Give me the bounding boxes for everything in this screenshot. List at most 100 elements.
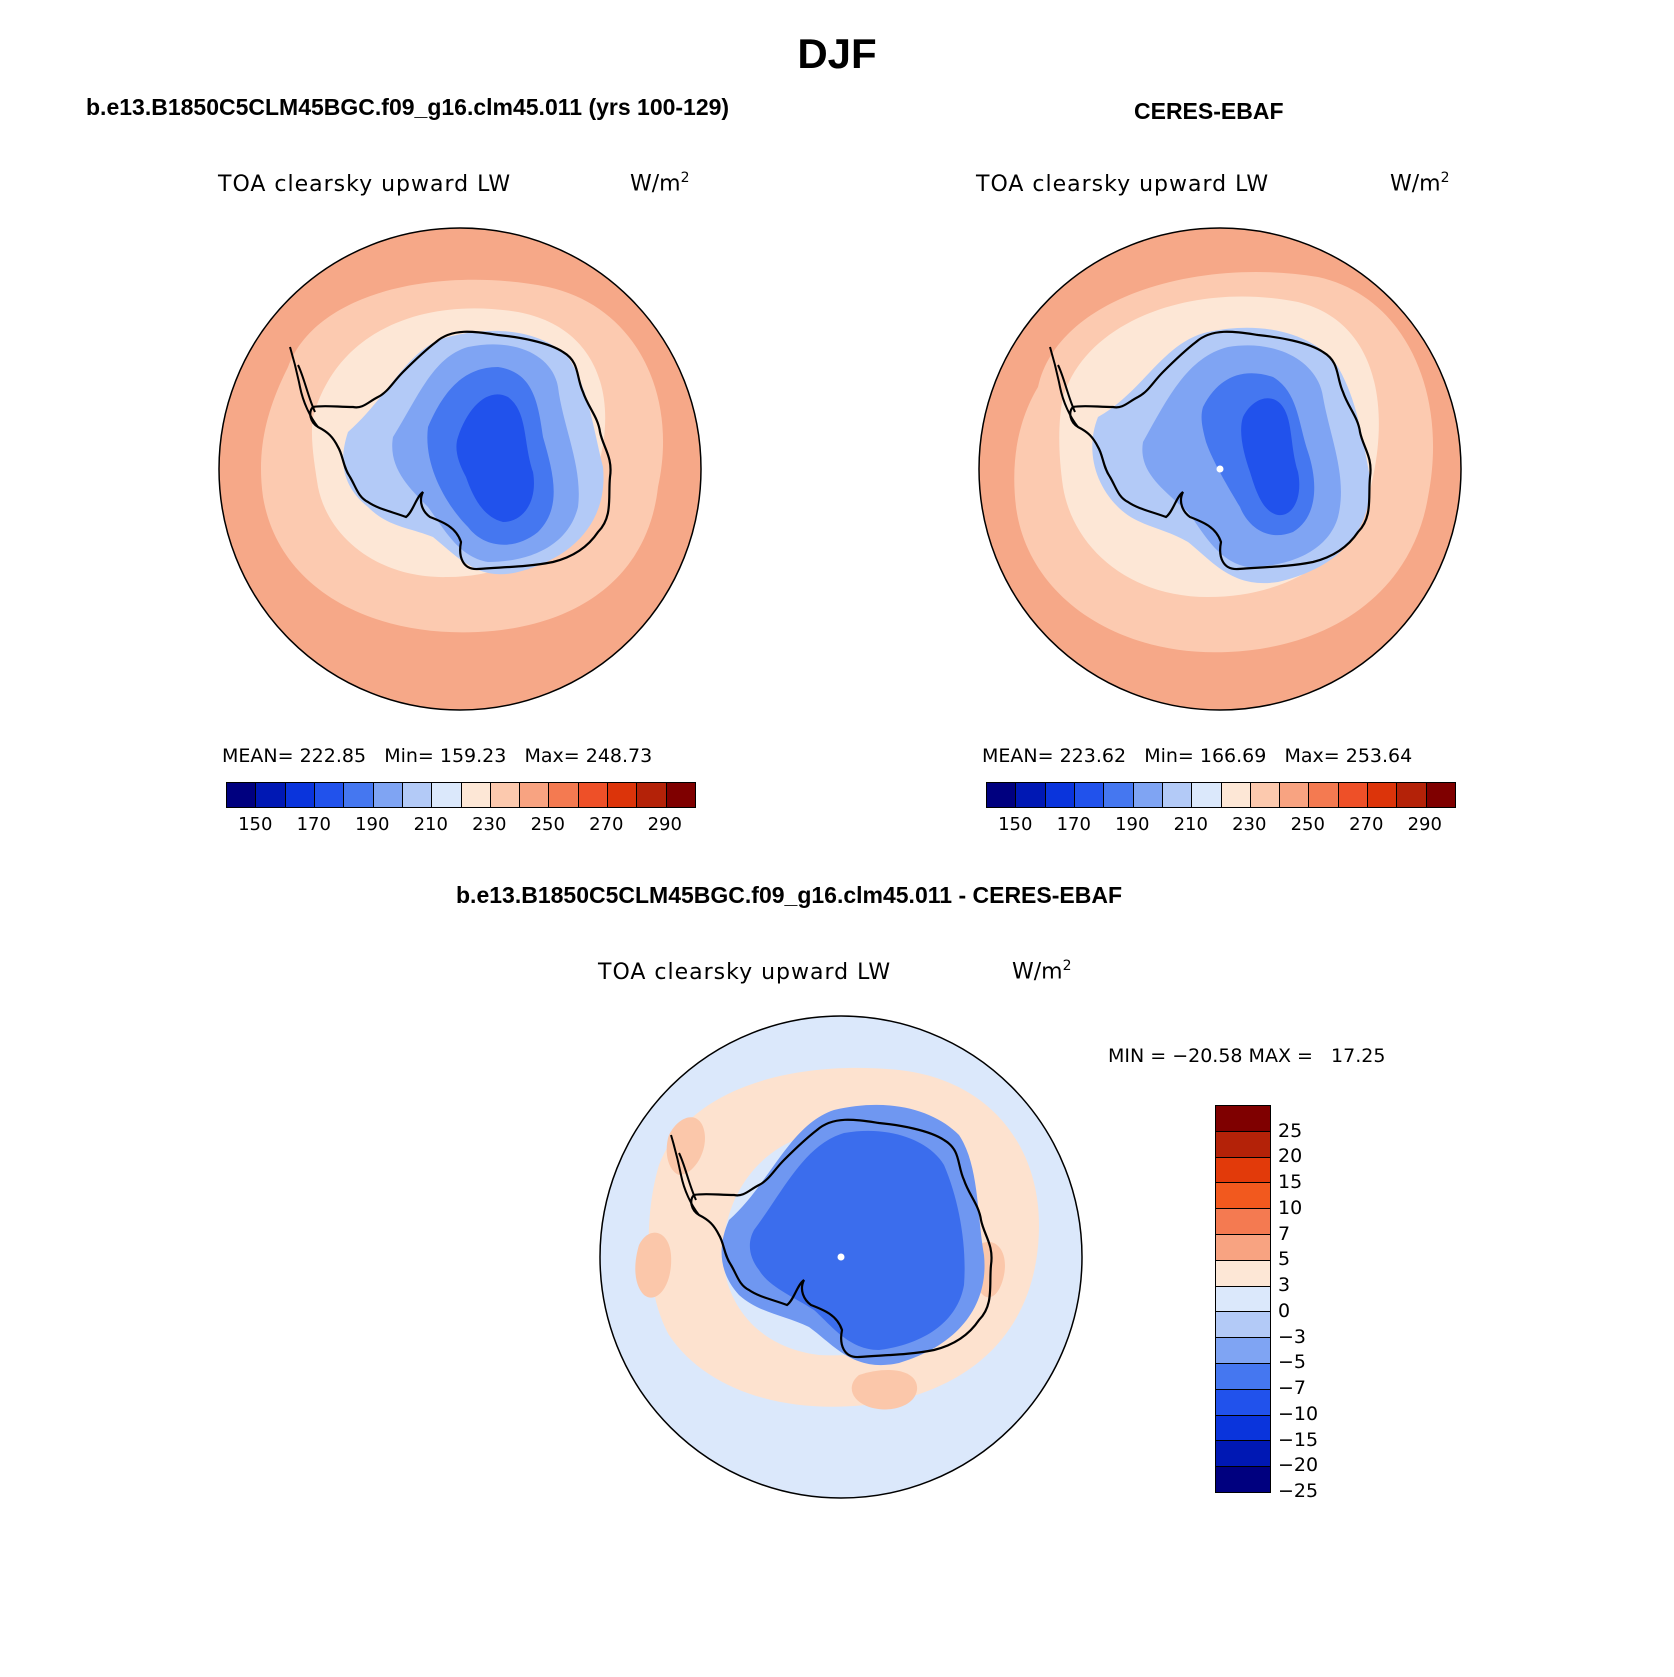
colorbar-obs-tick-label: 170 xyxy=(1056,814,1091,835)
colorbar-diff-swatch-4 xyxy=(1216,1209,1270,1235)
diff-title: b.e13.B1850C5CLM45BGC.f09_g16.clm45.011 … xyxy=(456,882,1123,908)
colorbar-obs-swatch-1 xyxy=(1016,783,1046,807)
colorbar-obs-swatch-2 xyxy=(1045,783,1075,807)
panel-model-stats: MEAN= 222.85 Min= 159.23 Max= 248.73 xyxy=(222,745,653,767)
panel-obs-title: CERES-EBAF xyxy=(1134,98,1284,124)
colorbar-diff xyxy=(1215,1105,1271,1493)
map-diff xyxy=(599,1015,1083,1499)
colorbar-diff-swatch-9 xyxy=(1216,1338,1270,1364)
colorbar-obs-swatch-10 xyxy=(1280,783,1310,807)
colorbar-model-swatch-14 xyxy=(637,783,667,807)
colorbar-obs-tick-label: 270 xyxy=(1349,814,1384,835)
colorbar-model-swatch-4 xyxy=(344,783,374,807)
colorbar-model-swatch-10 xyxy=(520,783,550,807)
map-obs-peninsula xyxy=(1049,346,1079,428)
map-diff-warm-patch-1 xyxy=(666,1117,705,1175)
colorbar-obs-ticks: 150 170 190 210 230 250 270 290 xyxy=(986,814,1454,838)
colorbar-diff-tick-label: −15 xyxy=(1278,1428,1319,1451)
colorbar-model-swatch-6 xyxy=(402,783,433,807)
colorbar-obs-swatch-9 xyxy=(1250,783,1281,807)
colorbar-model-tick-label: 270 xyxy=(589,814,624,835)
panel-obs-variable: TOA clearsky upward LW xyxy=(976,172,1270,197)
colorbar-diff-tick-label: 10 xyxy=(1278,1196,1303,1219)
colorbar-diff-swatch-1 xyxy=(1216,1131,1270,1158)
panel-obs-units: W/m2 xyxy=(1390,170,1450,197)
colorbar-diff-tick-label: 25 xyxy=(1278,1119,1303,1142)
colorbar-obs-swatch-12 xyxy=(1338,783,1369,807)
colorbar-obs-tick-label: 190 xyxy=(1115,814,1150,835)
colorbar-model-swatch-3 xyxy=(314,783,345,807)
diff-variable: TOA clearsky upward LW xyxy=(598,960,892,985)
colorbar-model-swatch-13 xyxy=(608,783,638,807)
colorbar-obs-swatch-11 xyxy=(1309,783,1339,807)
map-diff-pole-marker xyxy=(837,1253,845,1261)
colorbar-diff-swatch-3 xyxy=(1216,1183,1270,1210)
colorbar-diff-tick-label: 0 xyxy=(1278,1299,1291,1322)
colorbar-diff-tick-label: 15 xyxy=(1278,1171,1303,1194)
colorbar-diff-tick-label: 20 xyxy=(1278,1145,1303,1168)
map-diff-coastline xyxy=(690,1118,993,1359)
colorbar-diff-swatch-8 xyxy=(1216,1312,1270,1339)
map-obs-ice-deep xyxy=(1241,398,1300,516)
map-obs-coastline xyxy=(1069,330,1372,571)
colorbar-model-tick-label: 170 xyxy=(296,814,331,835)
colorbar-model-swatch-1 xyxy=(256,783,286,807)
panel-obs-stats: MEAN= 223.62 Min= 166.69 Max= 253.64 xyxy=(982,745,1413,767)
colorbar-model-tick-label: 230 xyxy=(472,814,507,835)
colorbar-model-swatch-15 xyxy=(666,783,695,807)
colorbar-diff-tick-label: −25 xyxy=(1278,1480,1319,1502)
colorbar-model-swatch-9 xyxy=(490,783,521,807)
colorbar-diff-tick-label: −20 xyxy=(1278,1454,1319,1477)
colorbar-diff-tick-label: −7 xyxy=(1278,1377,1307,1400)
colorbar-diff-tick-label: −3 xyxy=(1278,1325,1307,1348)
colorbar-obs-swatch-3 xyxy=(1074,783,1105,807)
map-model-ice-deep xyxy=(456,394,534,522)
map-model xyxy=(218,227,702,711)
colorbar-diff-swatch-14 xyxy=(1216,1467,1270,1492)
colorbar-obs-swatch-0 xyxy=(987,783,1017,807)
colorbar-diff-swatch-5 xyxy=(1216,1234,1270,1261)
colorbar-model xyxy=(226,782,696,808)
colorbar-model-tick-label: 290 xyxy=(647,814,682,835)
map-obs-pole-marker xyxy=(1216,465,1224,473)
colorbar-diff-swatch-12 xyxy=(1216,1415,1270,1442)
colorbar-obs-swatch-4 xyxy=(1104,783,1134,807)
main-title: DJF xyxy=(797,30,877,77)
map-diff-boundary xyxy=(599,1015,1083,1499)
colorbar-model-ticks: 150 170 190 210 230 250 270 290 xyxy=(226,814,694,838)
map-diff-warm-patch-4 xyxy=(635,1232,672,1298)
colorbar-obs-tick-label: 210 xyxy=(1173,814,1208,835)
diff-minmax: MIN = −20.58 MAX = 17.25 xyxy=(1108,1045,1386,1067)
colorbar-obs-swatch-13 xyxy=(1368,783,1398,807)
colorbar-obs-swatch-8 xyxy=(1221,783,1251,807)
map-diff-peninsula xyxy=(670,1134,700,1216)
colorbar-diff-swatch-7 xyxy=(1216,1286,1270,1313)
colorbar-obs-tick-label: 250 xyxy=(1290,814,1325,835)
colorbar-model-tick-label: 190 xyxy=(355,814,390,835)
colorbar-diff-swatch-10 xyxy=(1216,1363,1270,1390)
map-diff-warm-patch-2 xyxy=(851,1370,918,1410)
colorbar-model-swatch-8 xyxy=(461,783,491,807)
colorbar-obs-swatch-7 xyxy=(1192,783,1222,807)
colorbar-diff-swatch-6 xyxy=(1216,1260,1270,1287)
colorbar-obs-swatch-15 xyxy=(1426,783,1455,807)
colorbar-diff-tick-label: −10 xyxy=(1278,1402,1319,1425)
colorbar-model-swatch-5 xyxy=(373,783,403,807)
colorbar-model-swatch-7 xyxy=(432,783,462,807)
map-model-peninsula xyxy=(289,346,319,428)
panel-model-title: b.e13.B1850C5CLM45BGC.f09_g16.clm45.011 … xyxy=(86,94,730,120)
colorbar-diff-swatch-11 xyxy=(1216,1389,1270,1416)
colorbar-obs-swatch-6 xyxy=(1162,783,1193,807)
colorbar-model-tick-label: 250 xyxy=(530,814,565,835)
colorbar-model-swatch-12 xyxy=(578,783,609,807)
colorbar-obs-tick-label: 290 xyxy=(1407,814,1442,835)
panel-model-variable: TOA clearsky upward LW xyxy=(218,172,512,197)
map-obs xyxy=(978,227,1462,711)
colorbar-diff-swatch-2 xyxy=(1216,1157,1270,1184)
colorbar-diff-tick-label: 3 xyxy=(1278,1274,1291,1297)
colorbar-diff-swatch-13 xyxy=(1216,1441,1270,1468)
colorbar-model-swatch-0 xyxy=(227,783,257,807)
colorbar-diff-ticks: 25 20 15 10 7 5 3 0 −3 −5 −7 −10 −15 −20 −25 xyxy=(1278,1105,1348,1502)
colorbar-diff-tick-label: 5 xyxy=(1278,1248,1291,1271)
colorbar-obs-tick-label: 150 xyxy=(998,814,1033,835)
